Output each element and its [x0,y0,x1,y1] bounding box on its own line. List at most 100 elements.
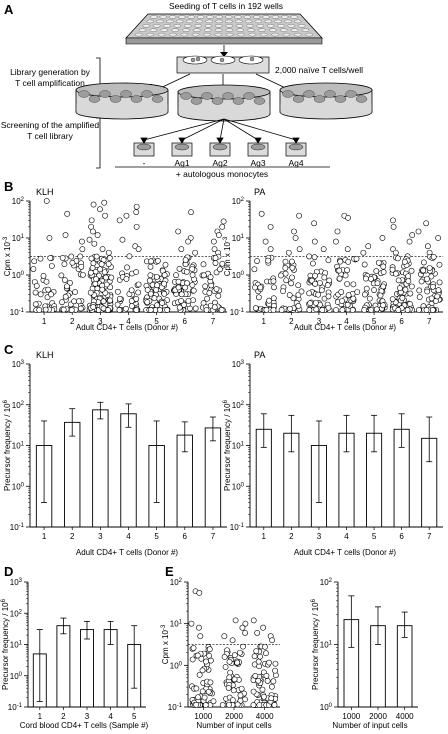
data-point [59,254,66,261]
y-tick-label: 100 [232,482,245,491]
panel-a-schematic: A Seeding of T cells in 192 wells 2,000 … [1,1,373,179]
data-point [88,217,95,224]
data-point [234,701,241,708]
data-point [366,295,373,302]
data-point [390,217,396,224]
x-tick-label: 4000 [256,712,274,721]
data-point [256,702,263,708]
x-tick-label: 6 [183,317,188,326]
data-point [64,283,70,290]
x-tick-label: 1 [262,317,267,326]
y-tick-label: 10-1 [8,703,23,712]
fan-arrow [219,118,225,141]
data-point [226,701,232,708]
panel-b-left-xlabel: Adult CD4+ T cells (Donor #) [76,323,179,332]
y-tick-label: 102 [170,578,183,587]
data-point [133,209,140,216]
data-point [250,617,257,624]
data-point [255,294,262,301]
data-point [221,633,228,640]
data-point [368,275,374,282]
data-point [360,249,367,256]
data-point [288,258,295,265]
data-point [93,253,100,260]
data-point [148,258,154,265]
x-tick-label: 7 [211,532,216,541]
data-point [176,304,183,311]
data-point [36,307,43,313]
data-point [344,267,351,274]
y-axis-label: Precursor frequency / 106 [223,399,232,491]
data-point [339,307,346,313]
data-point [401,258,408,265]
data-point [72,289,79,295]
data-point [298,288,305,295]
y-tick-label: 102 [232,197,245,206]
data-point [59,299,65,306]
data-point [196,624,202,631]
data-point [428,295,435,302]
data-point [312,272,319,279]
data-point [212,255,219,261]
data-point [285,249,292,256]
data-point [325,257,332,264]
data-point [77,253,84,260]
chart-b-1: 10-1 100 101 102 Cpm x 10-3 1 2 3 4 5 6 7 [223,197,443,326]
data-point [175,278,182,285]
data-point [374,280,381,287]
data-point [87,269,94,276]
data-point [324,282,331,289]
data-point [151,295,158,302]
data-point [434,293,441,300]
data-point [263,672,270,679]
data-point [317,280,323,286]
data-point [126,253,133,260]
data-point [135,289,142,296]
data-point [377,292,384,299]
data-point [213,286,220,292]
data-point [68,307,75,313]
data-point [107,297,113,304]
data-point [119,236,126,243]
data-point [283,277,290,284]
data-point [375,259,382,266]
data-point [307,300,314,307]
data-point [204,295,211,302]
x-tick-label: 6 [399,532,404,541]
data-point [37,255,44,262]
data-point [208,657,214,664]
y-tick-label: 101 [232,442,245,451]
data-point [193,685,200,692]
data-point [93,276,100,282]
library-gen-line2: T cell amplification [15,78,85,88]
data-point [435,235,442,241]
x-tick-label: 2000 [225,712,243,721]
data-point [395,277,402,284]
data-point [406,238,413,245]
data-point [402,286,409,293]
data-point [207,274,214,281]
data-point [237,692,244,699]
data-point [199,688,206,695]
data-point [350,295,357,302]
data-point [116,307,123,313]
x-tick-label: 2 [70,317,75,326]
data-point [230,687,237,694]
data-point [380,283,387,290]
data-point [157,307,163,313]
chart-e-5: 10-1 100 101 102 Cpm x 10-3 1000 2000 4000 [161,578,280,721]
data-point [312,280,319,287]
data-point [349,307,356,313]
data-point [295,303,302,309]
data-point [257,284,264,291]
data-point [371,287,377,293]
data-point [319,307,326,313]
bar [92,409,109,528]
data-point [420,259,427,266]
data-point [252,305,259,312]
data-point [68,253,75,260]
y-tick-label: 102 [10,609,23,618]
data-point [255,677,262,684]
x-tick-label: 1000 [342,712,360,721]
data-point [194,652,201,659]
